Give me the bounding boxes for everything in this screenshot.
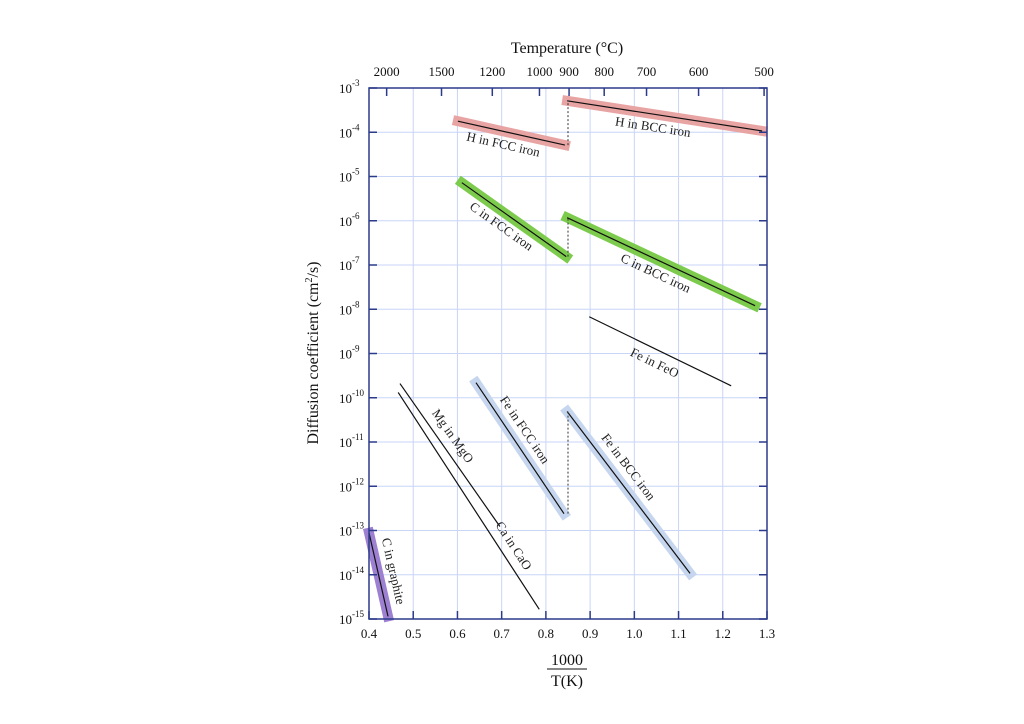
y-tick-label: 10-15 <box>339 609 364 627</box>
line-fe-in-fcc-iron <box>475 382 565 515</box>
top-tick-label: 1200 <box>479 64 505 79</box>
x-tick-label: 0.6 <box>449 626 466 641</box>
line-c-in-graphite <box>368 532 389 617</box>
x-tick-label: 1.0 <box>626 626 642 641</box>
line-mg-in-mgo <box>399 383 501 527</box>
x-tick-label: 1.1 <box>670 626 686 641</box>
y-axis-label: Diffusion coefficient (cm2/s) <box>304 261 322 444</box>
tick-marks <box>368 87 768 620</box>
x-tick-label: 0.5 <box>405 626 421 641</box>
top-tick-label: 2000 <box>374 64 400 79</box>
y-tick-label: 10-11 <box>339 432 364 450</box>
top-axis-title: Temperature (°C) <box>511 40 623 57</box>
y-tick-label: 10-13 <box>339 521 364 539</box>
y-tick-label: 10-7 <box>339 255 360 273</box>
top-tick-label: 900 <box>559 64 579 79</box>
y-tick-label: 10-4 <box>339 122 360 140</box>
label-ca-in-cao: Ca in CaO <box>493 518 536 572</box>
tick-labels: 0.4 0.5 0.6 0.7 0.8 0.9 1.0 1.1 1.2 1.3 10-3 10-4 10… <box>339 64 775 641</box>
line-ca-in-cao <box>397 392 540 610</box>
line-fe-in-bcc-iron <box>566 411 691 574</box>
top-tick-label: 1500 <box>429 64 455 79</box>
x-tick-label: 0.4 <box>361 626 378 641</box>
y-tick-label: 10-8 <box>339 299 360 317</box>
x-tick-label: 1.2 <box>715 626 731 641</box>
top-tick-label: 800 <box>594 64 614 79</box>
x-axis-numerator: 1000 <box>551 652 583 669</box>
line-c-in-bcc-iron <box>566 217 756 307</box>
y-tick-label: 10-3 <box>339 78 360 96</box>
y-tick-label: 10-9 <box>339 344 360 362</box>
top-tick-label: 700 <box>637 64 657 79</box>
line-fe-in-feo <box>588 316 732 387</box>
top-tick-label: 1000 <box>526 64 552 79</box>
y-tick-label: 10-14 <box>339 565 364 583</box>
top-tick-label: 600 <box>689 64 709 79</box>
y-tick-label: 10-10 <box>339 388 364 406</box>
x-tick-label: 0.7 <box>494 626 511 641</box>
grid <box>369 88 767 619</box>
line-c-in-fcc-iron <box>461 182 567 258</box>
x-tick-label: 0.9 <box>582 626 598 641</box>
line-h-in-bcc-iron <box>567 100 763 132</box>
top-tick-label: 500 <box>754 64 774 79</box>
x-axis-denominator: T(K) <box>551 673 583 690</box>
x-tick-label: 0.8 <box>538 626 554 641</box>
line-h-in-fcc-iron <box>457 120 566 146</box>
y-tick-label: 10-5 <box>339 167 360 185</box>
label-fe-in-feo: Fe in FeO <box>628 344 681 380</box>
y-tick-label: 10-6 <box>339 211 360 229</box>
x-tick-label: 1.3 <box>759 626 775 641</box>
y-tick-label: 10-12 <box>339 476 364 494</box>
